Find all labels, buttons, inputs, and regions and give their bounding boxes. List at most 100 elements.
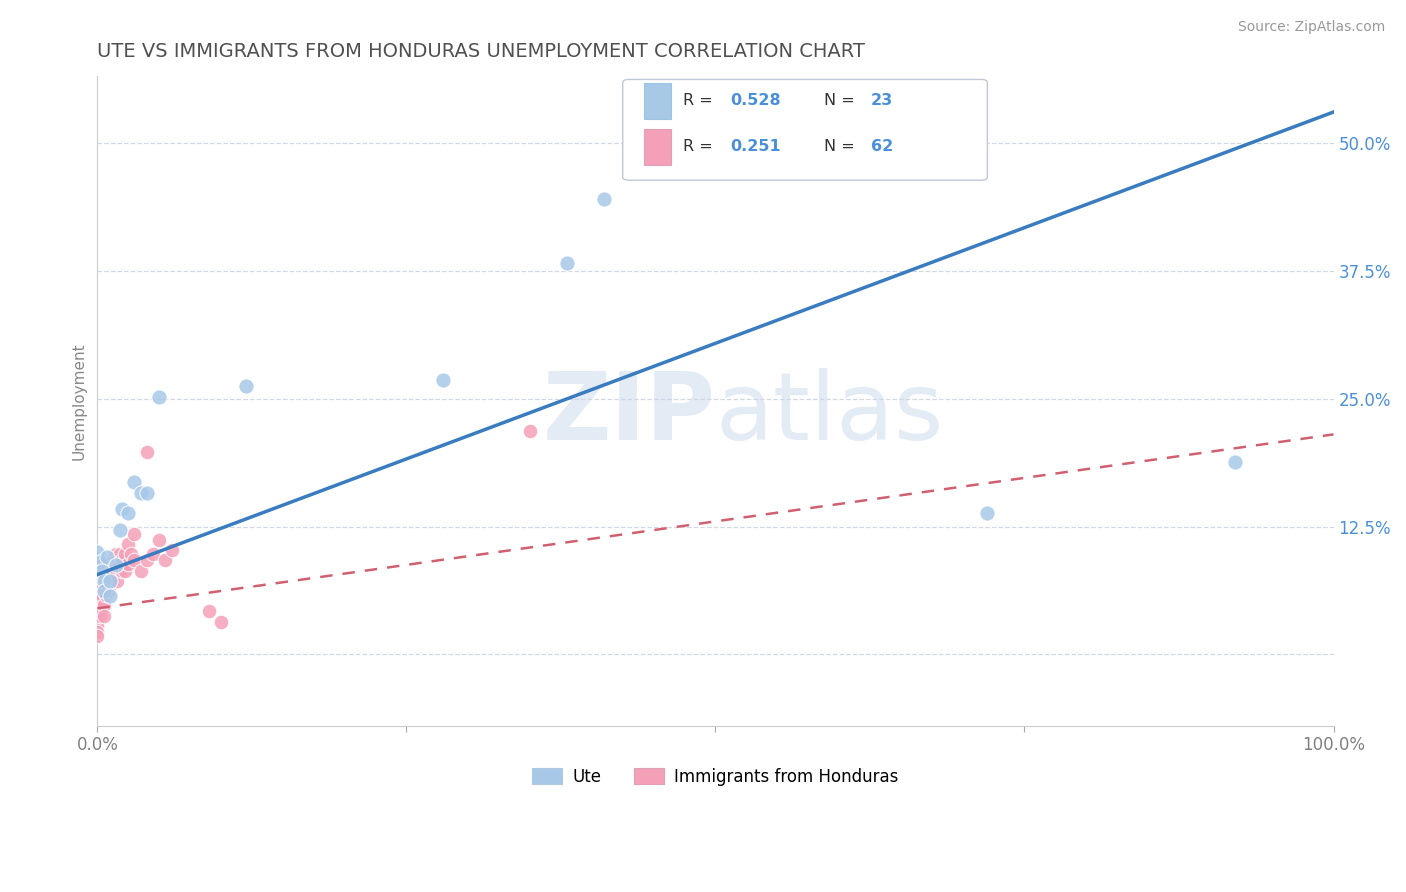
FancyBboxPatch shape <box>644 129 671 165</box>
Point <box>94 584 117 599</box>
Point <box>93 574 115 588</box>
Point <box>94 588 117 602</box>
Point <box>86 604 108 618</box>
Point <box>235 379 257 393</box>
Point <box>111 564 134 578</box>
Point <box>103 553 125 567</box>
Point <box>135 444 157 458</box>
Point <box>148 533 170 547</box>
Point <box>86 564 108 578</box>
Point <box>160 543 183 558</box>
Text: N =: N = <box>824 139 860 154</box>
Point <box>86 588 108 602</box>
Point <box>197 604 219 618</box>
Point <box>129 564 152 578</box>
Point <box>111 553 134 567</box>
Point <box>91 564 114 578</box>
Point <box>87 599 110 613</box>
Point <box>98 567 121 582</box>
Point <box>89 608 111 623</box>
Point <box>86 629 108 643</box>
Point <box>114 564 136 578</box>
Point <box>108 523 131 537</box>
Legend: Ute, Immigrants from Honduras: Ute, Immigrants from Honduras <box>526 761 905 792</box>
Point <box>101 564 124 578</box>
FancyBboxPatch shape <box>623 79 987 180</box>
Point <box>142 547 165 561</box>
Point <box>90 558 112 572</box>
Point <box>155 553 177 567</box>
Point <box>105 553 128 567</box>
Point <box>101 574 124 588</box>
Point <box>98 558 121 572</box>
Point <box>593 192 616 206</box>
Point <box>120 547 142 561</box>
FancyBboxPatch shape <box>644 83 671 119</box>
Point <box>96 578 118 592</box>
Point <box>124 553 146 567</box>
Point <box>976 506 998 520</box>
Text: UTE VS IMMIGRANTS FROM HONDURAS UNEMPLOYMENT CORRELATION CHART: UTE VS IMMIGRANTS FROM HONDURAS UNEMPLOY… <box>97 42 865 61</box>
Point <box>104 558 127 572</box>
Point <box>96 558 118 572</box>
Point <box>86 594 108 608</box>
Point <box>87 584 110 599</box>
Point <box>209 615 232 629</box>
Point <box>98 589 121 603</box>
Point <box>555 256 578 270</box>
Text: 0.528: 0.528 <box>730 93 780 108</box>
Point <box>89 594 111 608</box>
Point <box>89 555 111 569</box>
Y-axis label: Unemployment: Unemployment <box>72 343 86 460</box>
Point <box>93 599 115 613</box>
Point <box>135 553 157 567</box>
Point <box>93 608 115 623</box>
Point <box>117 537 139 551</box>
Point <box>432 373 454 387</box>
Point <box>105 574 128 588</box>
Point <box>91 588 114 602</box>
Text: ZIP: ZIP <box>543 368 716 460</box>
Point <box>98 574 121 588</box>
Point <box>96 550 118 565</box>
Point <box>104 547 127 561</box>
Point <box>98 578 121 592</box>
Point <box>93 567 115 582</box>
Text: 23: 23 <box>872 93 893 108</box>
Point <box>86 578 108 592</box>
Point <box>103 567 125 582</box>
Point <box>135 485 157 500</box>
Point <box>124 475 146 490</box>
Point <box>97 584 120 599</box>
Point <box>104 564 127 578</box>
Point <box>104 558 127 573</box>
Point <box>86 567 108 582</box>
Point <box>519 425 541 439</box>
Point <box>94 574 117 588</box>
Point <box>90 578 112 592</box>
Text: atlas: atlas <box>716 368 943 460</box>
Point <box>86 545 108 559</box>
Point <box>117 506 139 520</box>
Point <box>117 558 139 572</box>
Point <box>86 615 108 629</box>
Text: 0.251: 0.251 <box>730 139 780 154</box>
Point <box>93 584 115 599</box>
Text: Source: ZipAtlas.com: Source: ZipAtlas.com <box>1237 20 1385 34</box>
Point <box>148 390 170 404</box>
Point <box>124 526 146 541</box>
Point <box>108 558 131 572</box>
Point <box>1223 455 1246 469</box>
Point <box>129 485 152 500</box>
Point <box>86 624 108 639</box>
Point <box>111 502 134 516</box>
Text: 62: 62 <box>872 139 893 154</box>
Point <box>91 558 114 572</box>
Point <box>86 619 108 633</box>
Point <box>90 567 112 582</box>
Point <box>108 547 131 561</box>
Point <box>86 608 108 623</box>
Text: R =: R = <box>683 139 718 154</box>
Point <box>94 564 117 578</box>
Text: N =: N = <box>824 93 860 108</box>
